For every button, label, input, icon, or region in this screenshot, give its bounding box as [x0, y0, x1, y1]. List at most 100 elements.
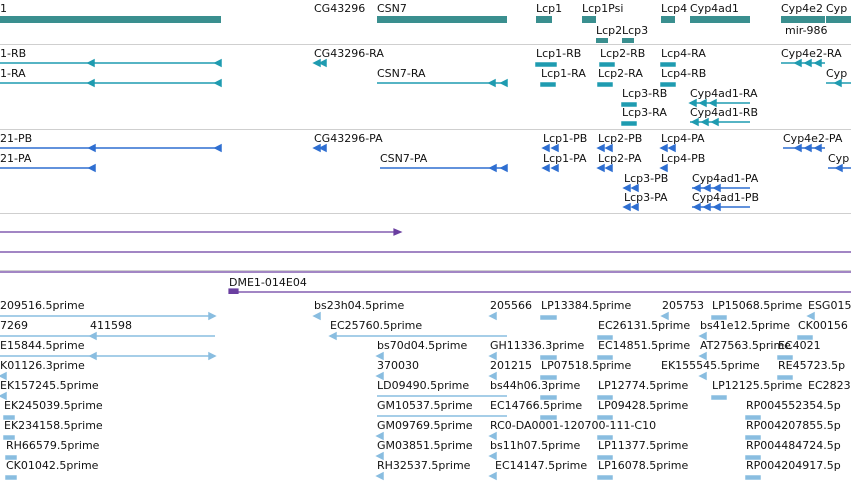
- est-label: bs41e12.5prime: [700, 319, 791, 332]
- gene-label: Cyp4ad1: [690, 2, 739, 15]
- gene-bar[interactable]: [690, 16, 750, 23]
- est-label: GM03851.5prime: [377, 439, 473, 452]
- gene-track: 1 CG43296 CSN7 Lcp1 Lcp1Psi Lcp2 Lcp3 Lc…: [0, 0, 851, 44]
- est-label: K01126.3prime: [0, 359, 85, 372]
- est-label: EK245039.5prime: [4, 399, 103, 412]
- gene-bar[interactable]: [596, 38, 608, 43]
- est-label: RE45723.5p: [778, 359, 846, 372]
- est-features: [0, 311, 815, 481]
- est-label: bs44h06.3prime: [490, 379, 581, 392]
- transcript-track: 1-RB 1-RA CG43296-RA CSN7-RA Lcp1-RB Lcp…: [0, 45, 851, 129]
- track-separator: [0, 213, 851, 214]
- gene-label: CSN7: [377, 2, 407, 15]
- protein-track: 21-PB 21-PA CG43296-PA CSN7-PA Lcp1-PB L…: [0, 130, 851, 213]
- est-track: 209516.5prime bs23h04.5prime 205566 LP13384…: [0, 295, 851, 481]
- est-label: EC14851.5prime: [598, 339, 691, 352]
- est-label: LP16078.5prime: [598, 459, 689, 472]
- transcript-label: Cyp4ad1-RA: [690, 87, 758, 100]
- est-label: CK01042.5prime: [6, 459, 99, 472]
- gene-label: CG43296: [314, 2, 366, 15]
- transcript-label: CG43296-RA: [314, 47, 384, 60]
- gene-label: Lcp1Psi: [582, 2, 624, 15]
- protein-label: 21-PA: [0, 152, 32, 165]
- protein-label: Lcp2-PB: [598, 132, 643, 145]
- transcript-label: Cyp4ad1-RB: [690, 106, 759, 119]
- gene-bar[interactable]: [826, 16, 851, 23]
- est-label: bs70d04.5prime: [377, 339, 468, 352]
- alignment-track: DME1-014E04: [0, 214, 851, 294]
- est-label: EC14147.5prime: [495, 459, 588, 472]
- est-label: RP004484724.5p: [746, 439, 841, 452]
- est-label: 205566: [490, 299, 532, 312]
- track-separator: [0, 44, 851, 45]
- est-label: LP13384.5prime: [541, 299, 632, 312]
- gene-label: Cyp: [826, 2, 848, 15]
- gene-label: Lcp3: [622, 24, 649, 37]
- alignment-label: DME1-014E04: [229, 276, 307, 289]
- gene-bar[interactable]: [622, 38, 634, 43]
- protein-label: Lcp2-PA: [598, 152, 642, 165]
- transcript-label: 1-RA: [0, 67, 26, 80]
- est-label: LP15068.5prime: [712, 299, 803, 312]
- transcript-label: Lcp3-RB: [622, 87, 668, 100]
- track-separator: [0, 270, 851, 271]
- protein-label: Cyp4ad1-PA: [692, 172, 759, 185]
- gene-label: Lcp1: [536, 2, 563, 15]
- protein-arrows: [0, 143, 851, 212]
- gene-label: mir-986: [785, 24, 828, 37]
- protein-label: Lcp1-PB: [543, 132, 588, 145]
- est-label: RP004552354.5p: [746, 399, 841, 412]
- protein-label: Cyp: [828, 152, 850, 165]
- est-label: ESG015: [808, 299, 851, 312]
- transcript-label: CSN7-RA: [377, 67, 426, 80]
- est-label: E15844.5prime: [0, 339, 85, 352]
- est-label: EC26131.5prime: [598, 319, 691, 332]
- est-label: 205753: [662, 299, 704, 312]
- protein-label: Cyp4e2-PA: [783, 132, 843, 145]
- est-label: RC0-DA0001-120700-111-C10: [490, 419, 657, 432]
- est-label: LP12125.5prime: [712, 379, 803, 392]
- est-label: EK157245.5prime: [0, 379, 99, 392]
- transcript-label: Lcp4-RA: [661, 47, 706, 60]
- est-label: AT27563.5prime: [700, 339, 791, 352]
- est-label: bs11h07.5prime: [490, 439, 581, 452]
- gene-label: Lcp2: [596, 24, 623, 37]
- est-label: LP12774.5prime: [598, 379, 689, 392]
- est-label: RH66579.5prime: [6, 439, 100, 452]
- transcript-label: Lcp3-RA: [622, 106, 667, 119]
- est-label: bs23h04.5prime: [314, 299, 405, 312]
- est-label: RP004207855.5p: [746, 419, 841, 432]
- gene-bar[interactable]: [0, 16, 221, 23]
- est-label: 7269: [0, 319, 28, 332]
- gene-bar[interactable]: [536, 16, 552, 23]
- protein-label: CSN7-PA: [380, 152, 428, 165]
- est-label: 201215: [490, 359, 532, 372]
- transcript-label: Lcp1-RA: [541, 67, 586, 80]
- protein-label: Lcp3-PB: [624, 172, 669, 185]
- gene-bar[interactable]: [582, 16, 596, 23]
- transcript-arrows: [0, 58, 851, 127]
- est-label: LD09490.5prime: [377, 379, 470, 392]
- est-label: GM10537.5prime: [377, 399, 473, 412]
- est-label: GM09769.5prime: [377, 419, 473, 432]
- est-label: CK00156: [798, 319, 848, 332]
- est-label: EC14766.5prime: [490, 399, 583, 412]
- est-label: EC4021: [778, 339, 821, 352]
- protein-label: Lcp3-PA: [624, 191, 668, 204]
- gene-label: 1: [0, 2, 7, 15]
- gene-bar[interactable]: [377, 16, 507, 23]
- protein-label: CG43296-PA: [314, 132, 383, 145]
- transcript-label: 1-RB: [0, 47, 27, 60]
- gene-bar[interactable]: [661, 16, 675, 23]
- protein-label: 21-PB: [0, 132, 33, 145]
- transcript-label: Lcp1-RB: [536, 47, 582, 60]
- est-label: LP09428.5prime: [598, 399, 689, 412]
- protein-label: Lcp4-PA: [661, 132, 705, 145]
- protein-label: Lcp4-PB: [661, 152, 706, 165]
- gene-bar[interactable]: [781, 16, 825, 23]
- transcript-label: Lcp2-RA: [598, 67, 643, 80]
- est-label: GH11336.3prime: [490, 339, 585, 352]
- est-label: EC2823: [808, 379, 851, 392]
- est-label: EK234158.5prime: [4, 419, 103, 432]
